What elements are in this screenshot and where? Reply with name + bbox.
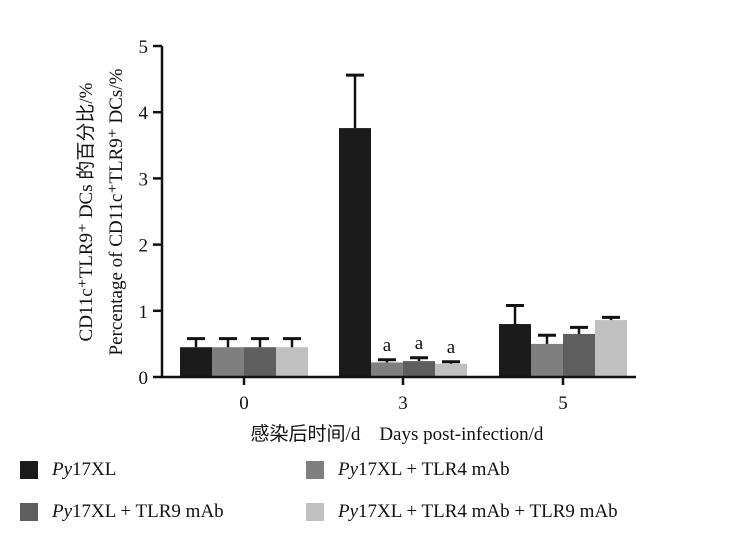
annotation-0: a — [383, 335, 392, 356]
bar-s1-c0 — [212, 347, 244, 377]
bar-s1-c1 — [371, 362, 403, 377]
bar-s0-c2 — [499, 324, 531, 377]
y-tick-label-3: 3 — [139, 169, 149, 190]
bar-s2-c0 — [244, 347, 276, 377]
y-tick-label-2: 2 — [139, 236, 149, 257]
y-tick-label-0: 0 — [139, 368, 149, 389]
x-axis-ticks: 0 3 5 — [239, 377, 568, 414]
annotation-2: a — [447, 337, 456, 358]
bar-s0-c0 — [180, 347, 212, 377]
bar-s0-c1 — [339, 128, 371, 377]
x-axis-label: 感染后时间/d Days post-infection/d — [251, 423, 544, 445]
y-axis-label: CD11c⁺TLR9⁺ DCs 的百分比/% Percentage of CD1… — [75, 68, 127, 355]
y-axis-ticks: 0 1 2 3 4 5 — [139, 37, 162, 389]
y-tick-label-1: 1 — [139, 302, 149, 323]
bar-s3-c2 — [595, 320, 627, 377]
bar-s2-c1 — [403, 361, 435, 377]
y-axis-label-line1: CD11c⁺TLR9⁺ DCs 的百分比/% — [75, 82, 97, 341]
bar-s3-c0 — [276, 347, 308, 377]
y-tick-label-5: 5 — [139, 37, 149, 58]
x-tick-label-0: 0 — [239, 393, 249, 414]
bar-s1-c2 — [531, 343, 563, 377]
x-tick-label-2: 5 — [558, 393, 568, 414]
y-tick-label-4: 4 — [139, 103, 149, 124]
y-axis-label-line2: Percentage of CD11c⁺TLR9⁺ DCs/% — [106, 68, 127, 355]
annotation-1: a — [415, 333, 424, 354]
x-tick-label-1: 3 — [398, 393, 408, 414]
bar-s2-c2 — [563, 333, 595, 377]
error-bars — [187, 73, 620, 364]
bar-s3-c1 — [435, 363, 467, 377]
bars — [180, 128, 627, 377]
